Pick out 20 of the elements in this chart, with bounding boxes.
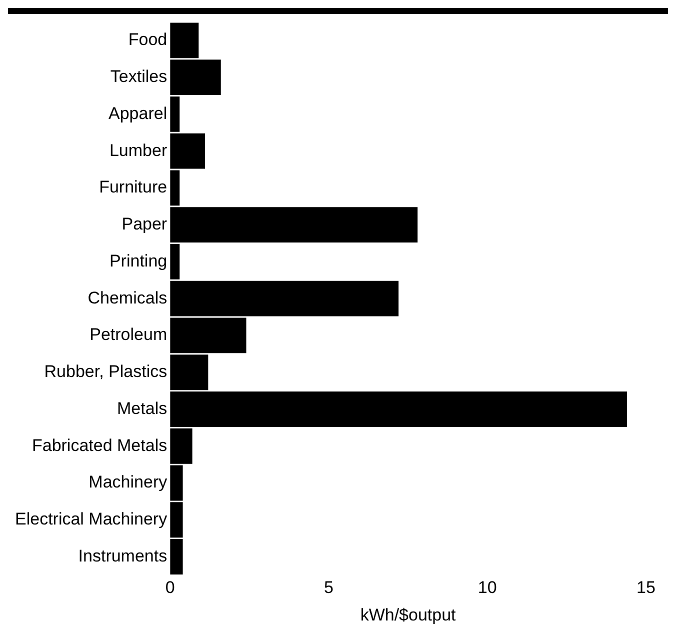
y-tick-label: Paper (122, 214, 168, 234)
y-tick-label: Textiles (110, 67, 168, 86)
y-tick-label: Machinery (88, 472, 168, 492)
x-tick-label: 0 (165, 578, 175, 598)
y-tick-label: Food (128, 30, 168, 50)
y-tick-label: Furniture (99, 178, 168, 197)
x-tick-label: 10 (478, 578, 497, 598)
y-tick-label: Electrical Machinery (14, 510, 168, 529)
y-tick-label: Petroleum (90, 325, 168, 344)
y-tick-label: Chemicals (88, 288, 168, 308)
x-tick-label: 5 (324, 578, 334, 598)
y-tick-label: Metals (117, 398, 168, 418)
y-tick-label: Fabricated Metals (32, 436, 168, 455)
x-tick-label: 15 (636, 578, 656, 598)
y-tick-label: Apparel (108, 104, 168, 123)
y-tick-label: Printing (109, 251, 168, 270)
y-tick-label: Lumber (109, 140, 168, 160)
y-tick-label: Instruments (78, 546, 168, 566)
y-tick-label: Rubber, Plastics (44, 362, 168, 382)
x-axis-title: kWh/$output (360, 605, 456, 624)
